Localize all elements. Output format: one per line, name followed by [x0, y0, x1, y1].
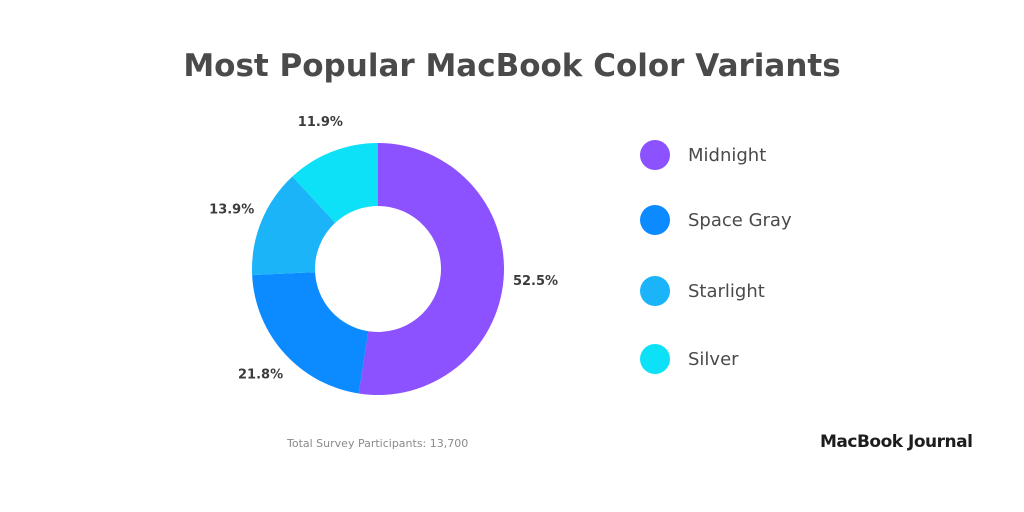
slice-silver — [292, 143, 378, 223]
donut-chart: 52.5% 21.8% 13.9% 11.9% — [209, 115, 558, 396]
survey-participants-note: Total Survey Participants: 13,700 — [287, 437, 469, 450]
legend-label-silver: Silver — [688, 348, 739, 370]
slice-label-silver: 11.9% — [298, 115, 343, 130]
brand-logo: MacBook Journal — [820, 432, 973, 452]
legend-item-midnight: Midnight — [640, 138, 766, 172]
legend-item-silver: Silver — [640, 342, 739, 376]
chart-title: Most Popular MacBook Color Variants — [183, 48, 841, 84]
legend-swatch-starlight — [640, 276, 670, 306]
legend-swatch-silver — [640, 344, 670, 374]
slice-starlight — [252, 176, 336, 276]
slice-space-gray — [252, 272, 369, 394]
legend-label-space-gray: Space Gray — [688, 209, 792, 231]
legend-item-starlight: Starlight — [640, 274, 765, 308]
legend-item-space-gray: Space Gray — [640, 203, 792, 237]
slice-label-midnight: 52.5% — [513, 274, 558, 289]
legend-label-midnight: Midnight — [688, 144, 767, 166]
legend-label-starlight: Starlight — [688, 280, 765, 302]
legend-swatch-space-gray — [640, 205, 670, 235]
slice-label-starlight: 13.9% — [209, 202, 254, 217]
legend-swatch-midnight — [640, 140, 670, 170]
slice-midnight — [358, 143, 505, 396]
slice-label-space-gray: 21.8% — [238, 368, 283, 383]
